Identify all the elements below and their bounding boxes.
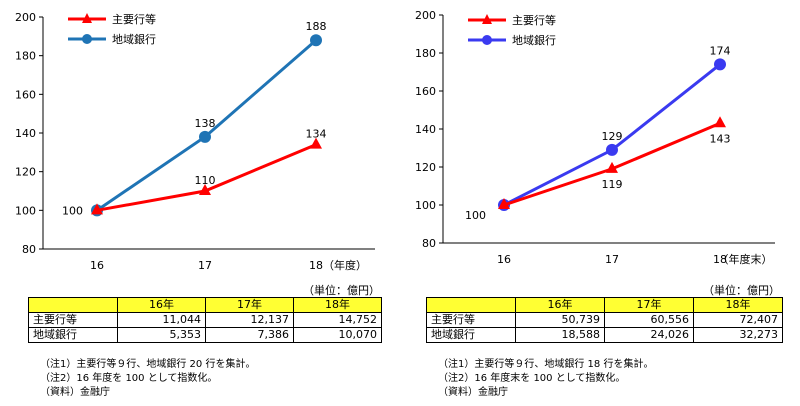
main-banks-point: [310, 137, 322, 149]
regional-banks-data-label: 129: [602, 130, 623, 143]
table-cell: 10,070: [293, 327, 382, 343]
table-header-cell: 18年: [293, 297, 382, 313]
y-tick-label: 180: [415, 47, 436, 60]
left-line-chart: 80 100 120 140 160 180 200 16 17 18 （年度） 100 110 134 1…: [15, 11, 375, 272]
table-header-cell: 17年: [604, 297, 694, 313]
note-line: （注2）16 年度を 100 として指数化。: [40, 373, 218, 384]
y-tick-label: 100: [415, 199, 436, 212]
table-cell: 60,556: [604, 312, 694, 328]
right-line-chart: 80 100 120 140 160 180 200 16 17 18（年度末） 100 119 143…: [415, 9, 775, 266]
table-cell: 12,137: [205, 312, 294, 328]
legend-marker-triangle: [82, 13, 92, 23]
table-cell: 18,588: [515, 327, 605, 343]
y-tick-label: 80: [422, 237, 436, 250]
main-banks-data-label: 134: [306, 128, 327, 141]
table-header-cell: [426, 297, 516, 313]
x-tick-label: 17: [198, 259, 212, 272]
regional-banks-data-label: 188: [306, 20, 327, 33]
regional-banks-data-label: 174: [710, 44, 731, 57]
y-tick-label: 160: [415, 85, 436, 98]
y-tick-label: 160: [15, 88, 36, 101]
legend-label: 主要行等: [512, 13, 556, 27]
table-header-cell: 16年: [515, 297, 605, 313]
table-cell: 11,044: [117, 312, 206, 328]
main-banks-data-label: 100: [62, 204, 83, 217]
note-line: （注1）主要行等９行、地域銀行 20 行を集計。: [40, 359, 256, 370]
table-header-cell: [28, 297, 118, 313]
legend-marker-circle: [82, 34, 92, 44]
table-row: 地域銀行 5,353 7,386 10,070: [28, 327, 382, 343]
legend-marker-circle: [482, 35, 492, 45]
note-line: （注1）主要行等９行、地域銀行 18 行を集計。: [438, 359, 654, 370]
y-tick-label: 200: [415, 9, 436, 22]
legend-label: 地域銀行: [512, 33, 556, 47]
table-row-label: 地域銀行: [426, 327, 516, 343]
right-data-table: 16年 17年 18年 主要行等 50,739 60,556 72,407 地域…: [426, 297, 783, 343]
y-tick-label: 80: [22, 243, 36, 256]
left-panel: 80 100 120 140 160 180 200 16 17 18 （年度） 100 110 134 1…: [15, 11, 382, 400]
table-row: 主要行等 11,044 12,137 14,752: [28, 312, 382, 328]
regional-banks-data-label: 138: [195, 117, 216, 130]
right-notes: （注1）主要行等９行、地域銀行 18 行を集計。 （注2）16 年度末を 100…: [438, 358, 653, 400]
right-panel: 80 100 120 140 160 180 200 16 17 18 （年度末） 100 119 143…: [400, 0, 800, 406]
legend-label: 地域銀行: [112, 32, 156, 46]
x-tick-label: 16: [497, 253, 511, 266]
regional-banks-point: [606, 143, 618, 156]
left-notes: （注1）主要行等９行、地域銀行 20 行を集計。 （注2）16 年度を 100 …: [40, 358, 255, 400]
table-header-cell: 17年: [205, 297, 294, 313]
main-banks-data-label: 100: [465, 209, 486, 222]
table-cell: 32,273: [693, 327, 783, 343]
table-row-label: 主要行等: [426, 312, 516, 328]
table-cell: 50,739: [515, 312, 605, 328]
table-row-label: 地域銀行: [28, 327, 118, 343]
x-axis-suffix-label: （年度末）: [718, 252, 773, 266]
right-unit-label: （単位：億円）: [703, 284, 780, 297]
x-tick-label: 18: [309, 259, 323, 272]
x-axis-suffix-label: （年度）: [323, 258, 367, 272]
table-cell: 72,407: [693, 312, 783, 328]
main-banks-point: [714, 116, 726, 128]
table-cell: 14,752: [293, 312, 382, 328]
table-row: 主要行等 50,739 60,556 72,407: [426, 312, 783, 328]
x-tick-label: 16: [90, 259, 104, 272]
left-data-table: 16年 17年 18年 主要行等 11,044 12,137 14,752 地域…: [28, 297, 382, 343]
y-tick-label: 140: [415, 123, 436, 136]
table-header-cell: 16年: [117, 297, 206, 313]
y-tick-label: 180: [15, 50, 36, 63]
main-banks-data-label: 110: [195, 174, 216, 187]
left-unit-label: （単位：億円）: [303, 284, 380, 297]
x-tick-label: 18: [713, 253, 727, 266]
main-banks-point: [498, 198, 510, 209]
table-header-row: 16年 17年 18年: [28, 297, 382, 313]
main-banks-point: [91, 203, 103, 215]
legend-label: 主要行等: [112, 12, 156, 26]
note-line: （資料）金融庁: [40, 387, 110, 398]
y-tick-label: 200: [15, 11, 36, 24]
table-row-label: 主要行等: [28, 312, 118, 328]
regional-banks-point: [714, 58, 726, 71]
table-cell: 7,386: [205, 327, 294, 343]
table-header-cell: 18年: [693, 297, 783, 313]
regional-banks-point: [199, 130, 211, 143]
y-tick-label: 140: [15, 127, 36, 140]
note-line: （注2）16 年度末を 100 として指数化。: [438, 373, 626, 384]
legend-marker-triangle: [482, 14, 492, 24]
y-tick-label: 120: [415, 161, 436, 174]
x-tick-label: 17: [605, 253, 619, 266]
y-tick-label: 120: [15, 166, 36, 179]
y-tick-label: 100: [15, 204, 36, 217]
main-banks-data-label: 143: [710, 132, 731, 145]
regional-banks-point: [310, 34, 322, 47]
table-row: 地域銀行 18,588 24,026 32,273: [426, 327, 783, 343]
table-cell: 5,353: [117, 327, 206, 343]
main-banks-point: [199, 184, 211, 195]
note-line: （資料）金融庁: [438, 387, 508, 398]
main-banks-point: [606, 161, 618, 173]
table-cell: 24,026: [604, 327, 694, 343]
main-banks-data-label: 119: [602, 178, 623, 191]
table-header-row: 16年 17年 18年: [426, 297, 783, 313]
